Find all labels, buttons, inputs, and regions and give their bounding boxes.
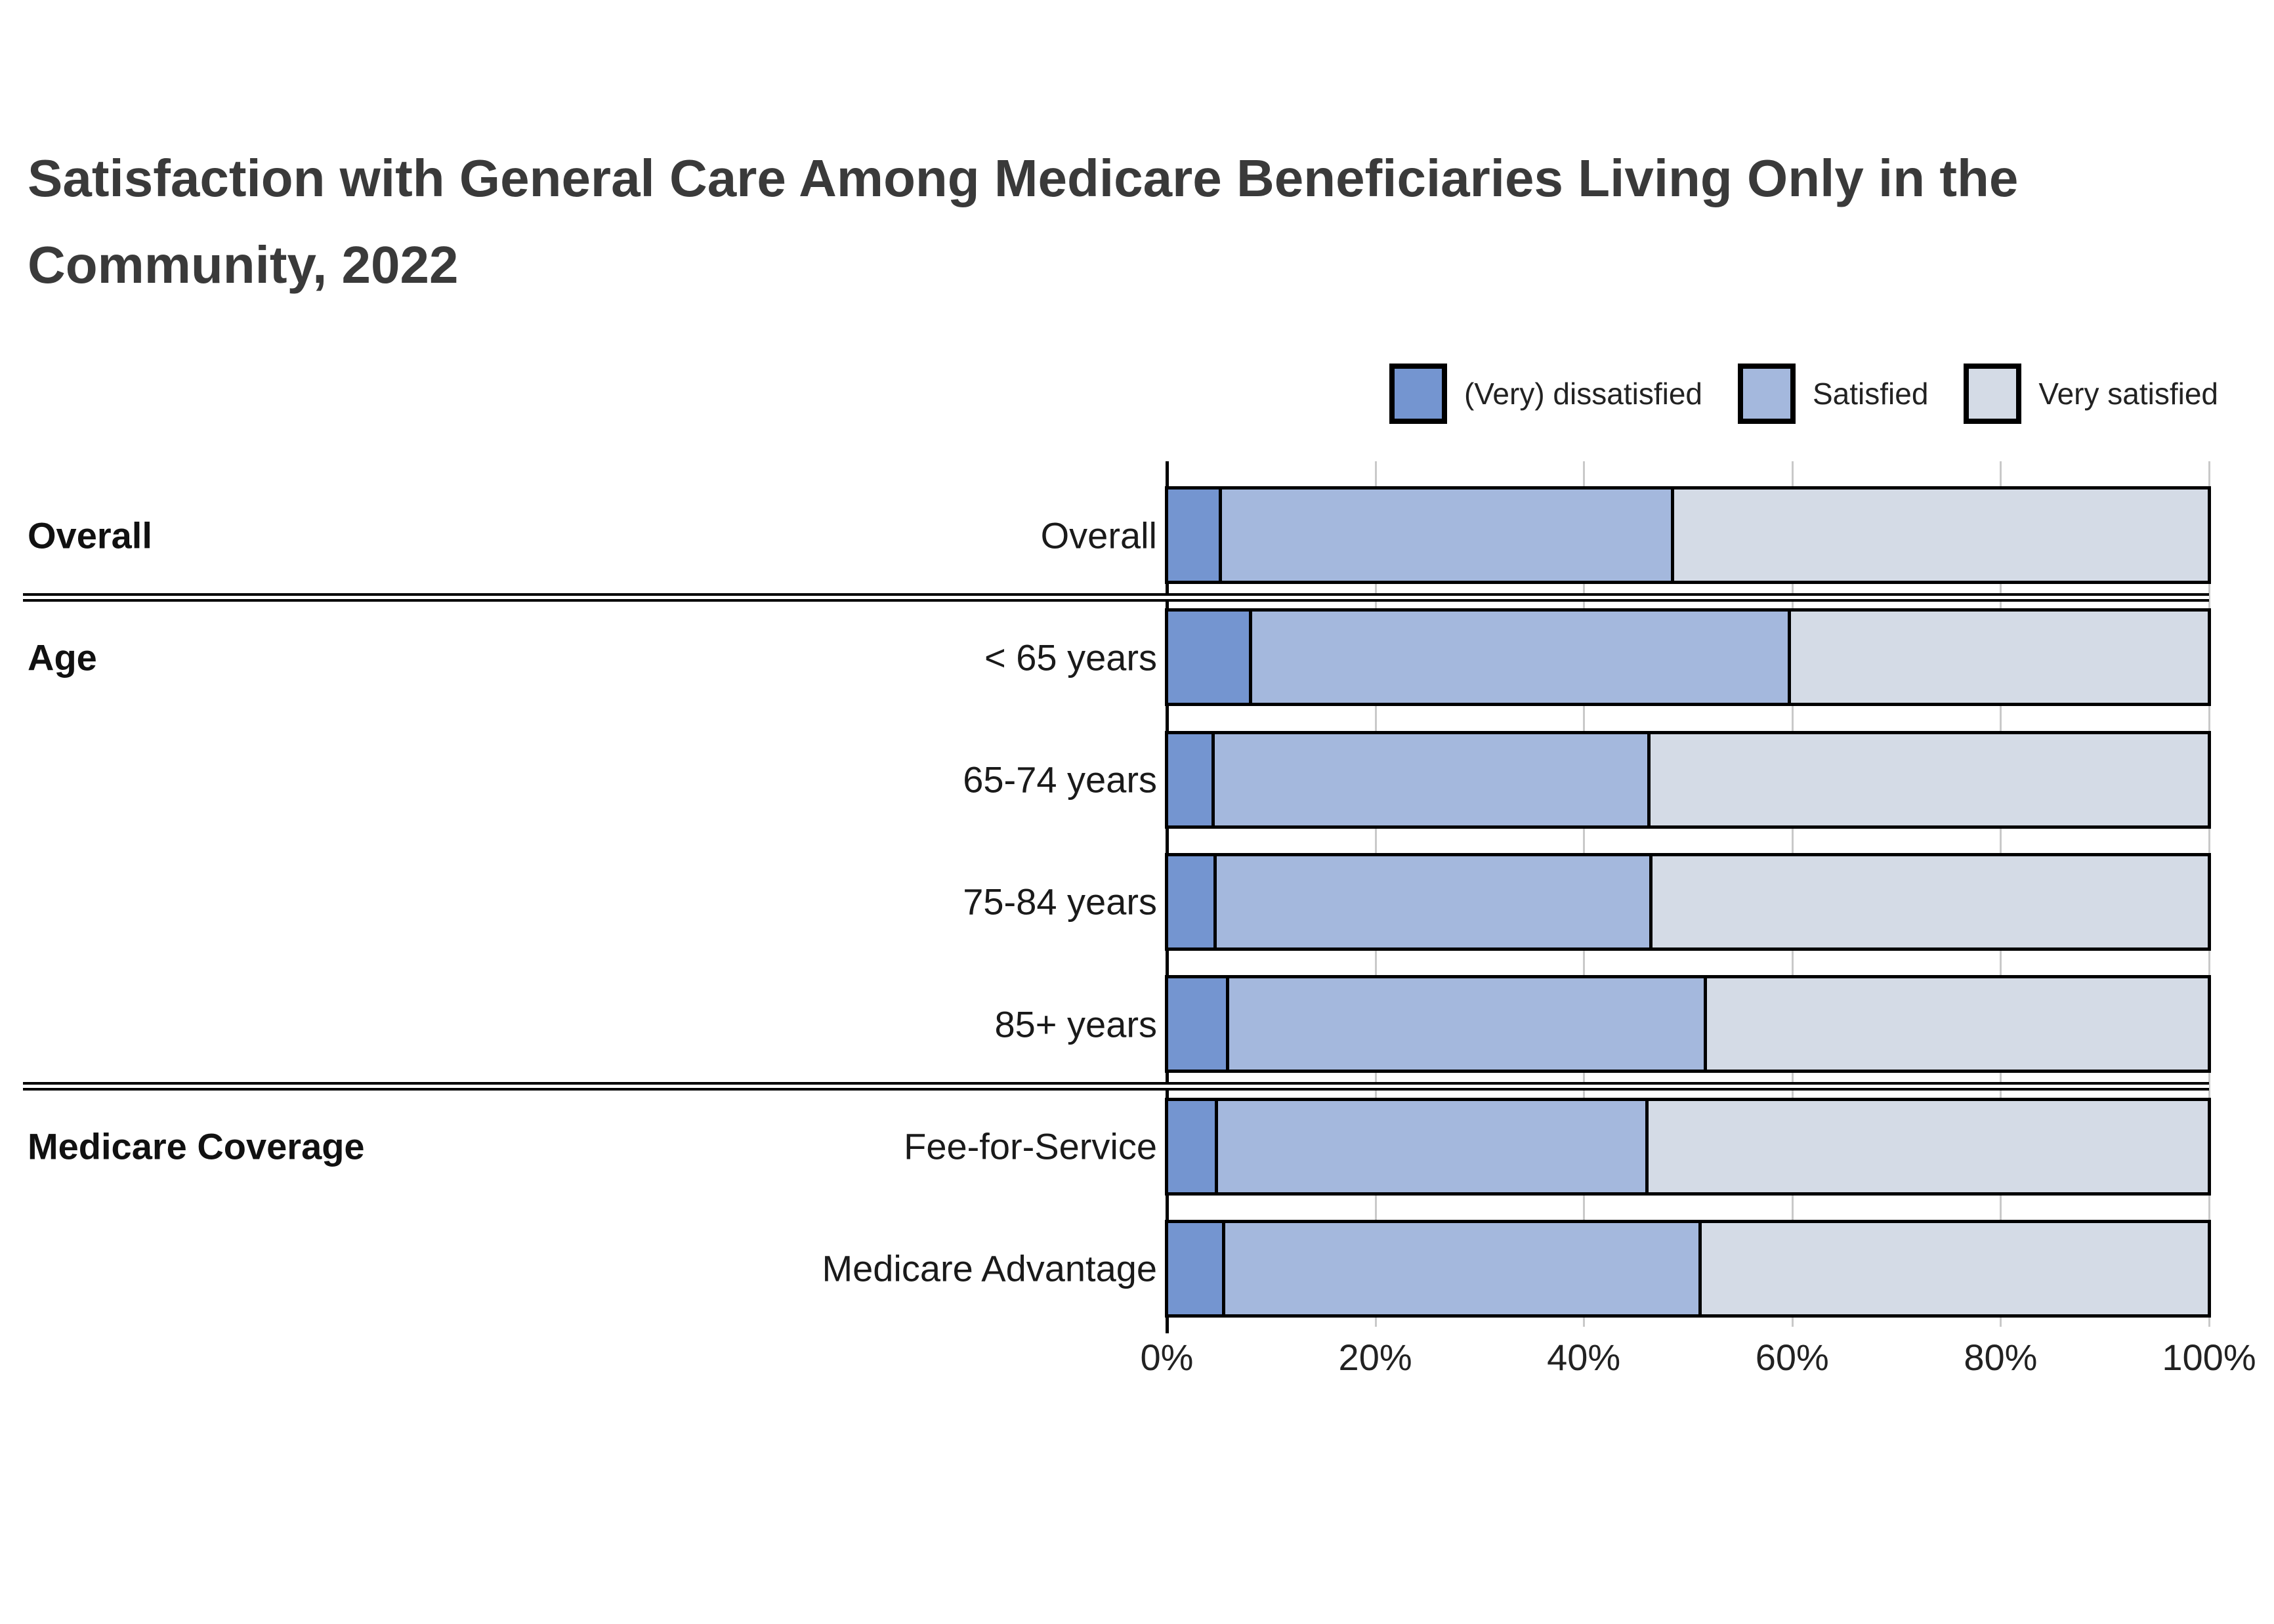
x-tick-label: 40% xyxy=(1547,1337,1621,1378)
section-divider xyxy=(23,593,2209,602)
bar-row xyxy=(1165,486,2211,584)
row-label: Overall xyxy=(1040,514,1157,556)
bar-segment-very-satisfied xyxy=(1790,612,2208,703)
x-tick-label: 20% xyxy=(1338,1337,1412,1378)
bar-segment-dissatisfied xyxy=(1168,734,1215,825)
bar-row xyxy=(1165,1098,2211,1196)
bar-row xyxy=(1165,1220,2211,1318)
legend: (Very) dissatisfied Satisfied Very satisfi… xyxy=(1389,362,2218,425)
bar-segment-dissatisfied xyxy=(1168,978,1230,1070)
section-divider xyxy=(23,1082,2209,1091)
row-label: 65-74 years xyxy=(963,759,1157,801)
x-tick-label: 0% xyxy=(1140,1337,1194,1378)
bar-segment-dissatisfied xyxy=(1168,612,1253,703)
bar-segment-satisfied xyxy=(1225,1223,1702,1314)
row-label: 85+ years xyxy=(994,1003,1158,1045)
bar-row xyxy=(1165,608,2211,706)
legend-label: (Very) dissatisfied xyxy=(1463,377,1702,411)
bar-segment-dissatisfied xyxy=(1168,489,1223,581)
row-label: 75-84 years xyxy=(963,881,1157,923)
legend-label: Very satisfied xyxy=(2038,377,2218,411)
section-label: Age xyxy=(28,636,97,678)
section-label: Medicare Coverage xyxy=(28,1125,365,1167)
legend-label: Satisfied xyxy=(1812,377,1929,411)
bar-row xyxy=(1165,853,2211,951)
row-label: Medicare Advantage xyxy=(822,1247,1157,1289)
bar-row xyxy=(1165,731,2211,829)
legend-item: (Very) dissatisfied xyxy=(1389,364,1702,424)
bar-segment-dissatisfied xyxy=(1168,1101,1219,1192)
bar-row xyxy=(1165,975,2211,1073)
bar-segment-satisfied xyxy=(1222,489,1675,581)
legend-swatch-icon xyxy=(1964,364,2022,424)
bar-segment-very-satisfied xyxy=(1648,1101,2208,1192)
row-label: Fee-for-Service xyxy=(904,1125,1157,1167)
legend-item: Very satisfied xyxy=(1964,364,2218,424)
x-tick-label: 100% xyxy=(2162,1337,2256,1378)
bar-segment-very-satisfied xyxy=(1706,978,2208,1070)
bar-segment-very-satisfied xyxy=(1650,734,2208,825)
legend-item: Satisfied xyxy=(1737,364,1929,424)
bar-segment-very-satisfied xyxy=(1653,856,2208,947)
legend-swatch-icon xyxy=(1389,364,1447,424)
x-tick-label: 60% xyxy=(1755,1337,1829,1378)
bar-segment-dissatisfied xyxy=(1168,856,1217,947)
bar-segment-satisfied xyxy=(1215,734,1651,825)
bar-segment-very-satisfied xyxy=(1674,489,2208,581)
bar-segment-satisfied xyxy=(1252,612,1791,703)
bar-segment-satisfied xyxy=(1217,856,1653,947)
legend-swatch-icon xyxy=(1737,364,1796,424)
x-tick-label: 80% xyxy=(1964,1337,2038,1378)
page-title: Satisfaction with General Care Among Med… xyxy=(28,149,2019,294)
bar-segment-very-satisfied xyxy=(1701,1223,2208,1314)
section-label: Overall xyxy=(28,514,152,556)
bar-segment-satisfied xyxy=(1229,978,1707,1070)
row-label: < 65 years xyxy=(984,636,1157,678)
bar-segment-satisfied xyxy=(1218,1101,1649,1192)
bar-segment-dissatisfied xyxy=(1168,1223,1226,1314)
